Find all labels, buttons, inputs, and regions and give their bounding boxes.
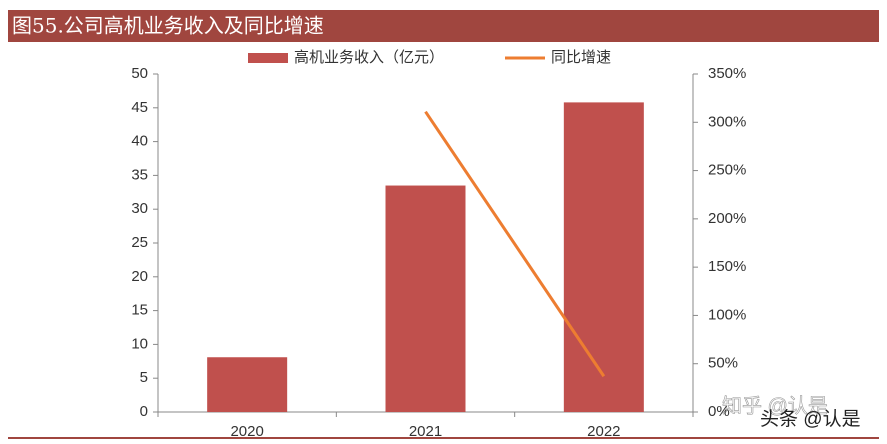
y2-tick-label: 200% [708, 210, 746, 227]
line [424, 110, 606, 378]
legend-label: 同比增速 [551, 49, 611, 66]
y-tick-label: 40 [131, 133, 148, 150]
legend-swatch [248, 53, 288, 63]
y2-tick-label: 350% [708, 65, 746, 82]
y-tick-label: 0 [140, 403, 148, 420]
y-tick-label: 15 [131, 302, 148, 319]
y2-tick-label: 250% [708, 162, 746, 179]
chart-title: 图55.公司高机业务收入及同比增速 [12, 14, 324, 38]
legend-label: 高机业务收入（亿元） [294, 49, 444, 66]
y-tick-label: 50 [131, 65, 148, 82]
y-tick-label: 5 [140, 369, 148, 386]
y2-tick-label: 0% [708, 403, 730, 420]
y2-tick-label: 300% [708, 113, 746, 130]
watermark: 头条 @认是 [760, 408, 861, 430]
y-tick-label: 20 [131, 268, 148, 285]
y2-tick-label: 150% [708, 258, 746, 275]
y-tick-label: 25 [131, 234, 148, 251]
title-banner [8, 10, 879, 42]
y2-tick-label: 50% [708, 355, 738, 372]
bar [207, 357, 288, 412]
y-tick-label: 45 [131, 99, 148, 116]
x-tick-label: 2022 [587, 423, 620, 440]
y-tick-label: 10 [131, 335, 148, 352]
y-tick-label: 30 [131, 200, 148, 217]
bar [563, 102, 644, 412]
y2-tick-label: 100% [708, 306, 746, 323]
watermark: 知乎 @认是 [722, 394, 828, 417]
x-tick-label: 2021 [409, 423, 442, 440]
y-tick-label: 35 [131, 166, 148, 183]
x-tick-label: 2020 [230, 423, 263, 440]
bar [385, 185, 466, 412]
